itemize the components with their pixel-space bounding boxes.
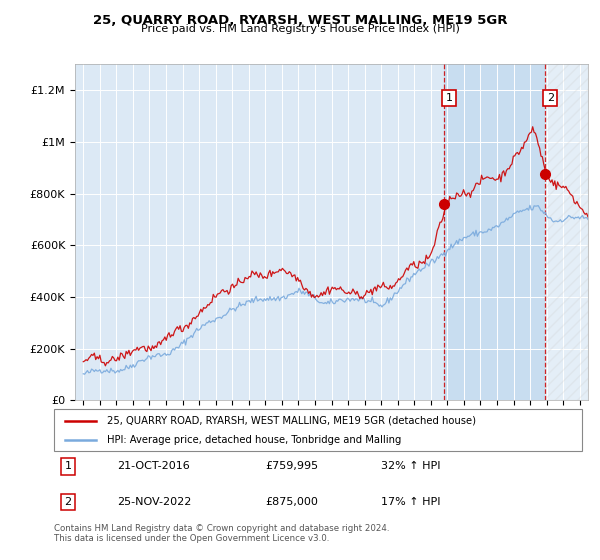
Text: 1: 1	[65, 461, 71, 472]
Text: 32% ↑ HPI: 32% ↑ HPI	[382, 461, 441, 472]
Text: 2: 2	[547, 93, 554, 103]
FancyBboxPatch shape	[54, 409, 582, 451]
Bar	[545, 64, 588, 400]
Text: 25, QUARRY ROAD, RYARSH, WEST MALLING, ME19 5GR (detached house): 25, QUARRY ROAD, RYARSH, WEST MALLING, M…	[107, 416, 476, 426]
Text: HPI: Average price, detached house, Tonbridge and Malling: HPI: Average price, detached house, Tonb…	[107, 435, 401, 445]
Text: 25-NOV-2022: 25-NOV-2022	[118, 497, 192, 507]
Text: Contains HM Land Registry data © Crown copyright and database right 2024.
This d: Contains HM Land Registry data © Crown c…	[54, 524, 389, 543]
Bar	[444, 64, 545, 400]
Text: Price paid vs. HM Land Registry's House Price Index (HPI): Price paid vs. HM Land Registry's House …	[140, 24, 460, 34]
Text: 2: 2	[65, 497, 71, 507]
Text: £875,000: £875,000	[265, 497, 318, 507]
Text: £759,995: £759,995	[265, 461, 319, 472]
Text: 17% ↑ HPI: 17% ↑ HPI	[382, 497, 441, 507]
Text: 25, QUARRY ROAD, RYARSH, WEST MALLING, ME19 5GR: 25, QUARRY ROAD, RYARSH, WEST MALLING, M…	[93, 14, 507, 27]
Text: 21-OCT-2016: 21-OCT-2016	[118, 461, 190, 472]
Text: 1: 1	[446, 93, 452, 103]
